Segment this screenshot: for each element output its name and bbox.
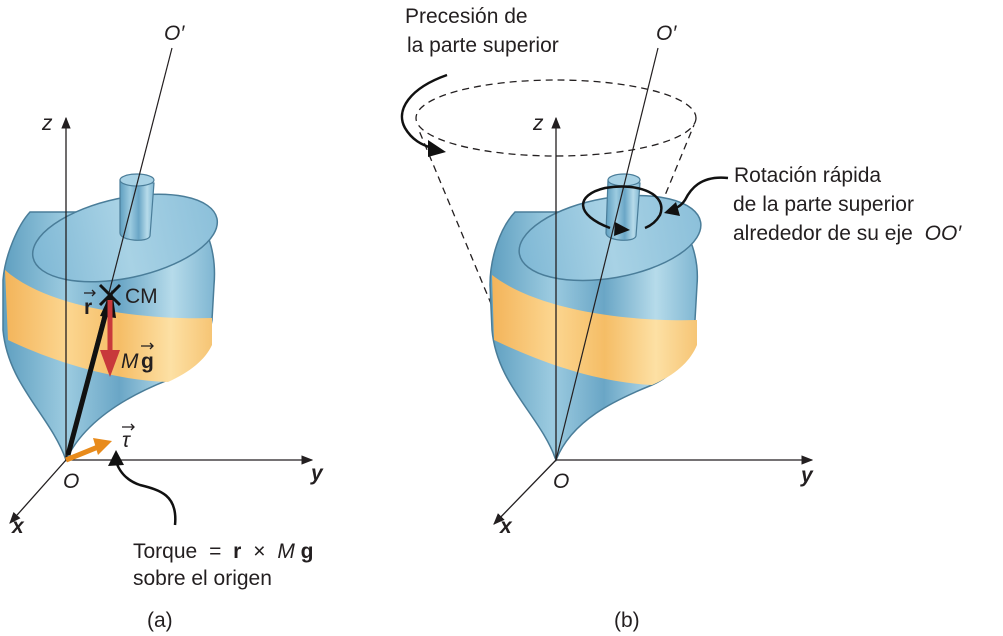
axis-top-label-b: O′ — [656, 22, 677, 45]
top-a-stem — [119, 179, 155, 241]
cm-label: CM — [125, 285, 158, 308]
torque-arrow — [65, 444, 99, 463]
origin-label-b: O — [553, 470, 569, 493]
spin-pointer — [671, 176, 729, 212]
top-b-band — [492, 275, 697, 385]
spin-pointer-head — [664, 202, 680, 216]
precession-arrow-head — [428, 140, 446, 157]
axis-x-label-a: x — [11, 515, 25, 538]
precession-ellipse — [415, 79, 697, 157]
torque-caption-line2: sobre el origen — [133, 567, 272, 590]
r-vector-a — [65, 304, 111, 456]
cm-marker — [98, 283, 122, 307]
torque-word: Torque — [133, 540, 197, 563]
axis-y-label-a: y — [310, 462, 324, 485]
caption-a: (a) — [147, 609, 173, 632]
precession-arrow — [400, 73, 448, 150]
axis-z-label-b: z — [532, 112, 544, 135]
torque-caption-line1: Torque = r × M g — [133, 540, 313, 563]
axis-x-b — [493, 459, 557, 525]
spin-arrow — [581, 185, 663, 230]
spin-arrow-head — [614, 222, 630, 236]
torque-pointer — [113, 457, 177, 526]
axis-top-label-a: O′ — [164, 22, 185, 45]
r-vector-label: r — [84, 296, 92, 319]
spin-label-prefix: alrededor de su eje — [733, 222, 913, 245]
axis-x-label-b: x — [499, 515, 513, 538]
spin-label-line1: Rotación rápida — [734, 164, 881, 187]
precession-label-line2: la parte superior — [407, 34, 559, 57]
origin-label-a: O — [63, 470, 79, 493]
torque-times: × — [253, 540, 265, 563]
spinning-top-b — [489, 173, 702, 463]
weight-g-overarrow — [141, 342, 154, 350]
axis-x-a — [9, 459, 67, 524]
panel-a: z y x O O′ r CM M g τ Torque = r × M g s… — [2, 22, 324, 632]
spin-label-line2: de la parte superior — [733, 193, 914, 216]
spin-label-line3: alrededor de su eje OO′ — [733, 222, 962, 245]
weight-label-m: M — [121, 350, 139, 373]
weight-arrow-head — [100, 350, 120, 377]
torque-r: r — [233, 540, 241, 563]
r-vector-overarrow — [84, 289, 96, 297]
spin-label-axis: OO′ — [925, 222, 963, 245]
torque-pointer-head — [108, 450, 124, 466]
weight-label-g: g — [141, 350, 154, 373]
caption-b: (b) — [614, 609, 640, 632]
torque-m: M — [277, 540, 295, 563]
precession-label-line1: Precesión de — [405, 5, 528, 28]
axis-y-label-b: y — [800, 464, 814, 487]
torque-arrow-head — [93, 438, 112, 455]
spin-axis-b — [555, 47, 659, 461]
torque-symbol-label: τ — [122, 429, 131, 452]
torque-g: g — [301, 540, 314, 563]
axis-z-label-a: z — [41, 112, 53, 135]
torque-symbol-overarrow — [122, 423, 135, 431]
panel-b: z y x O O′ Precesión de la parte superio… — [400, 5, 962, 632]
torque-eq: = — [209, 540, 221, 563]
